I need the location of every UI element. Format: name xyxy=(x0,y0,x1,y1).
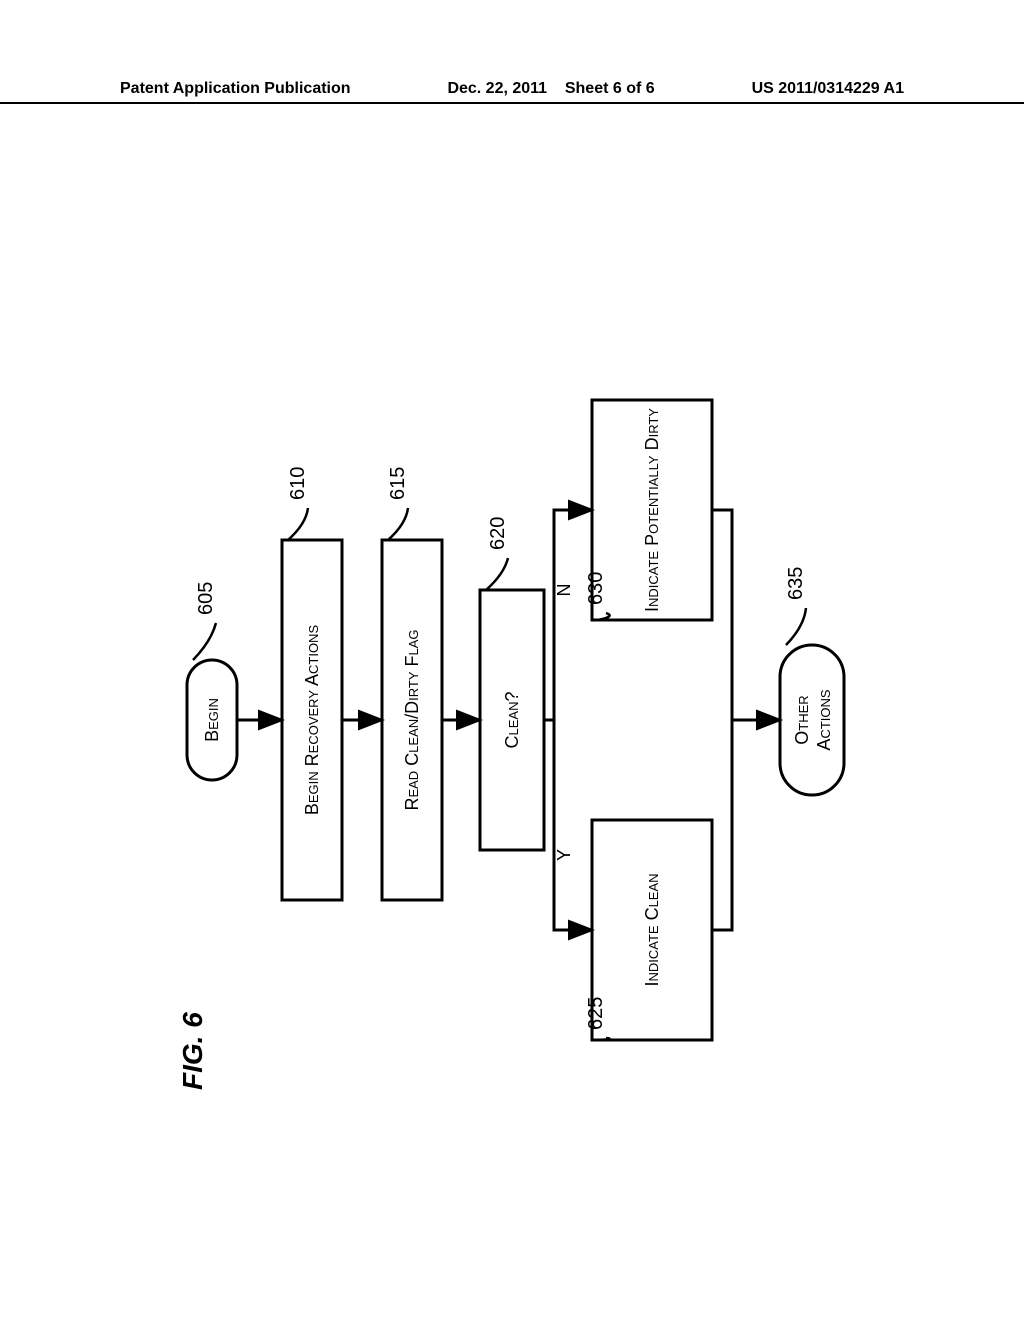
page-root: Patent Application Publication Dec. 22, … xyxy=(0,0,1024,1320)
leader-635 xyxy=(786,608,806,645)
header-left: Patent Application Publication xyxy=(120,80,351,98)
edge-n xyxy=(544,510,592,720)
node-label-readflag: Read Clean/Dirty Flag xyxy=(402,629,422,810)
node-label-other-1: Other xyxy=(792,695,812,744)
edge-y xyxy=(544,720,592,930)
leader-620 xyxy=(486,558,508,590)
label-n: N xyxy=(554,584,574,597)
ref-635: 635 xyxy=(785,567,807,600)
header-date: Dec. 22, 2011 Sheet 6 of 6 xyxy=(447,80,654,98)
ref-625: 625 xyxy=(585,997,607,1030)
diagram-wrap: FIG. 6 Begin Begin Recovery Actions Read C… xyxy=(152,260,872,1180)
node-label-other-2: Actions xyxy=(814,689,834,750)
header-date-text: Dec. 22, 2011 xyxy=(447,80,547,97)
node-label-recact: Begin Recovery Actions xyxy=(302,625,322,816)
figure-label: FIG. 6 xyxy=(177,1012,208,1090)
node-other xyxy=(780,645,844,795)
node-label-begin: Begin xyxy=(202,698,222,742)
ref-615: 615 xyxy=(387,467,409,500)
node-label-indclean: Indicate Clean xyxy=(642,873,662,986)
edge-join-right xyxy=(712,510,780,720)
leader-605 xyxy=(193,623,216,660)
node-label-inddirty: Indicate Potentially Dirty xyxy=(642,408,662,612)
edge-join-left xyxy=(712,720,780,930)
header-pubno: US 2011/0314229 A1 xyxy=(752,80,904,98)
ref-630: 630 xyxy=(585,572,607,605)
flowchart-svg: FIG. 6 Begin Begin Recovery Actions Read C… xyxy=(152,260,872,1180)
node-label-clean: Clean? xyxy=(502,692,522,749)
ref-610: 610 xyxy=(287,467,309,500)
header-sheet-text: Sheet 6 of 6 xyxy=(565,80,655,97)
leader-610 xyxy=(288,508,308,540)
header-row: Patent Application Publication Dec. 22, … xyxy=(0,80,1024,98)
page-header: Patent Application Publication Dec. 22, … xyxy=(0,80,1024,104)
ref-605: 605 xyxy=(195,582,217,615)
ref-620: 620 xyxy=(487,517,509,550)
leader-615 xyxy=(388,508,408,540)
label-y: Y xyxy=(554,849,574,861)
